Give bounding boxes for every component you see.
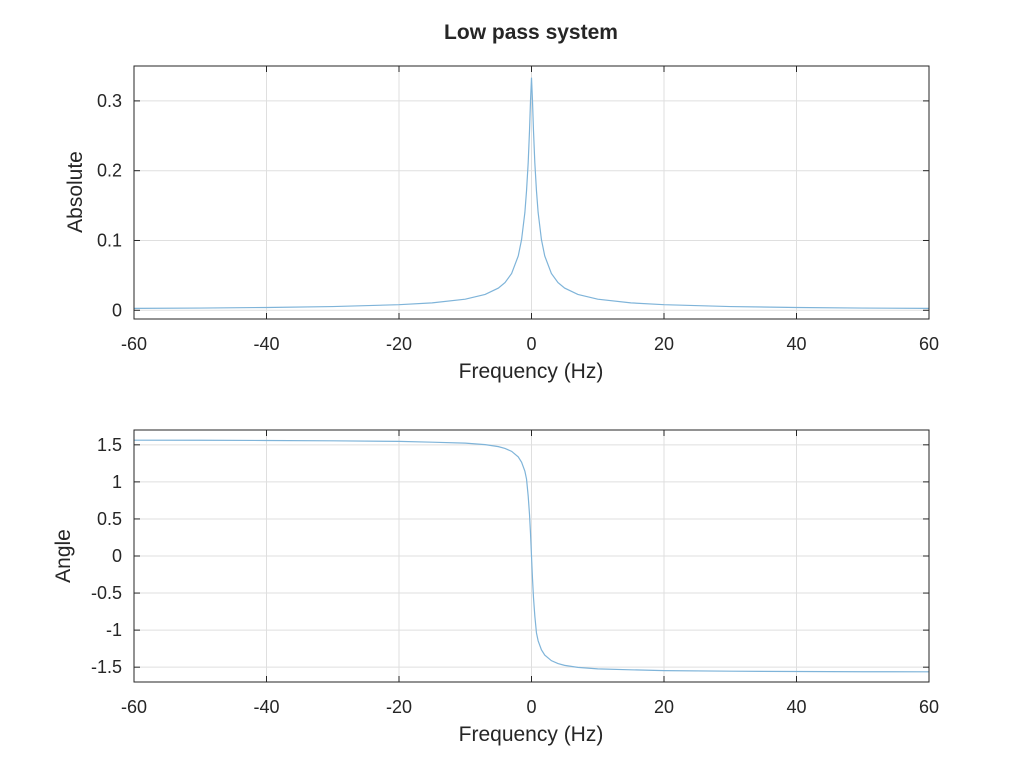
- phase-xtick-label: -40: [253, 697, 279, 717]
- phase-ytick-label: 0.5: [97, 509, 122, 529]
- phase-xtick-label: 40: [786, 697, 806, 717]
- phase-ticks: -60 -40 -20 0 20 40 60 -1.5 -1 -0.5 0 0.5 1 1.5: [91, 430, 939, 717]
- phase-xtick-label: -20: [386, 697, 412, 717]
- magnitude-grid: [133, 66, 930, 319]
- phase-ytick-label: -1.5: [91, 657, 122, 677]
- magnitude-xlabel: Frequency (Hz): [459, 360, 604, 383]
- magnitude-ytick-label: 0.2: [97, 161, 122, 181]
- magnitude-xtick-label: -60: [121, 334, 147, 354]
- phase-xlabel: Frequency (Hz): [459, 723, 604, 746]
- phase-subplot: -60 -40 -20 0 20 40 60 -1.5 -1 -0.5 0 0.5 1 1.5 Frequ…: [52, 429, 939, 746]
- magnitude-subplot: -60 -40 -20 0 20 40 60 0 0.1 0.2 0.3 Frequency (Hz…: [64, 65, 939, 383]
- phase-xtick-label: 20: [654, 697, 674, 717]
- magnitude-response-line: [133, 77, 930, 309]
- magnitude-xtick-label: 20: [654, 334, 674, 354]
- magnitude-ticks: -60 -40 -20 0 20 40 60 0 0.1 0.2 0.3: [97, 66, 939, 354]
- magnitude-ytick-label: 0.1: [97, 230, 122, 250]
- phase-xtick-label: 0: [526, 697, 536, 717]
- magnitude-xtick-label: -20: [386, 334, 412, 354]
- magnitude-xtick-label: 60: [919, 334, 939, 354]
- phase-ytick-label: -1: [106, 620, 122, 640]
- figure-title: Low pass system: [444, 21, 618, 44]
- phase-ylabel: Angle: [52, 529, 75, 583]
- phase-ytick-label: 1: [112, 472, 122, 492]
- phase-xtick-label: -60: [121, 697, 147, 717]
- magnitude-xtick-label: 0: [526, 334, 536, 354]
- phase-response-line: [133, 439, 930, 673]
- magnitude-xtick-label: -40: [253, 334, 279, 354]
- phase-ytick-label: -0.5: [91, 583, 122, 603]
- magnitude-xtick-label: 40: [786, 334, 806, 354]
- phase-ytick-label: 1.5: [97, 435, 122, 455]
- magnitude-ytick-label: 0: [112, 300, 122, 320]
- phase-ytick-label: 0: [112, 546, 122, 566]
- magnitude-ytick-label: 0.3: [97, 91, 122, 111]
- magnitude-ylabel: Absolute: [64, 151, 87, 233]
- phase-xtick-label: 60: [919, 697, 939, 717]
